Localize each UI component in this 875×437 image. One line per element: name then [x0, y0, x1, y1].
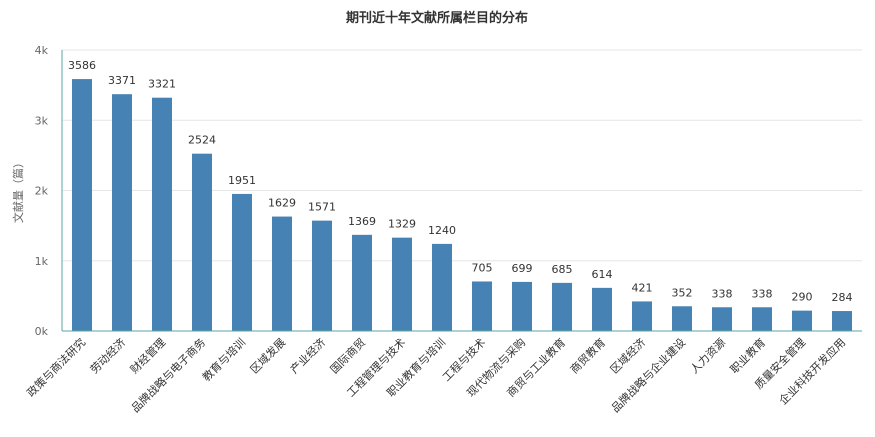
bar[interactable]: [432, 243, 452, 331]
bar[interactable]: [752, 307, 772, 331]
data-label: 1951: [228, 174, 256, 187]
data-label: 685: [552, 263, 573, 276]
data-label: 1629: [268, 197, 296, 210]
data-label: 352: [672, 286, 693, 299]
data-label: 705: [472, 261, 493, 274]
bar[interactable]: [312, 220, 332, 331]
bar[interactable]: [792, 310, 812, 331]
grid-lines: [62, 49, 862, 262]
bar[interactable]: [592, 287, 612, 331]
data-label: 284: [832, 291, 853, 304]
y-tick-label: 1k: [35, 255, 49, 268]
bar[interactable]: [672, 306, 692, 331]
y-axis-label: 文献量（篇）: [11, 157, 25, 223]
bar[interactable]: [352, 234, 372, 331]
bar[interactable]: [152, 97, 172, 331]
x-category-label: 产业经济: [287, 335, 328, 376]
bar[interactable]: [192, 153, 212, 331]
x-category-label: 区域经济: [607, 335, 648, 376]
data-label: 421: [632, 281, 653, 294]
bar[interactable]: [632, 301, 652, 331]
x-category-label: 财经管理: [127, 335, 168, 376]
bar[interactable]: [712, 307, 732, 331]
data-label: 1240: [428, 224, 456, 237]
bar[interactable]: [392, 237, 412, 331]
bars: [72, 79, 852, 332]
y-tick-label: 4k: [35, 44, 49, 57]
y-tick-label: 2k: [35, 185, 49, 198]
x-category-label: 国际商贸: [327, 335, 368, 376]
x-category-label: 商贸教育: [567, 335, 608, 376]
data-label: 3321: [148, 78, 176, 91]
y-axis-ticks: 0k 1k 2k 3k 4k: [35, 44, 49, 338]
bar[interactable]: [472, 281, 492, 331]
bar[interactable]: [272, 216, 292, 331]
data-label: 3586: [68, 59, 96, 72]
data-label: 290: [792, 291, 813, 304]
bar[interactable]: [552, 282, 572, 331]
x-category-label: 品牌战略与企业建设: [608, 335, 688, 415]
x-category-label: 职业教育: [727, 335, 768, 376]
data-label: 699: [512, 262, 533, 275]
x-category-label: 劳动经济: [87, 335, 128, 376]
data-label: 3371: [108, 74, 136, 87]
x-category-label: 教育与培训: [199, 335, 248, 384]
data-label: 338: [752, 287, 773, 300]
bar[interactable]: [832, 311, 852, 331]
data-label: 338: [712, 287, 733, 300]
x-category-label: 人力资源: [687, 335, 728, 376]
x-category-label: 企业科技开发应用: [776, 335, 848, 407]
bar[interactable]: [72, 79, 92, 332]
data-labels: 3586 3371 3321 2524 1951 1629 1571 1369 1329 1240…: [68, 59, 853, 304]
data-label: 1329: [388, 218, 416, 231]
y-tick-label: 3k: [35, 114, 49, 127]
data-label: 1571: [308, 201, 336, 214]
data-label: 1369: [348, 215, 376, 228]
x-category-label: 品牌战略与电子商务: [128, 335, 208, 415]
chart-title: 期刊近十年文献所属栏目的分布: [346, 10, 528, 26]
data-label: 2524: [188, 134, 216, 147]
data-label: 614: [592, 268, 613, 281]
y-tick-label: 0k: [35, 325, 49, 338]
x-category-label: 区域发展: [247, 335, 288, 376]
bar[interactable]: [512, 281, 532, 331]
bar[interactable]: [112, 94, 132, 331]
bar[interactable]: [232, 193, 252, 331]
x-category-label: 政策与商法研究: [24, 335, 88, 399]
